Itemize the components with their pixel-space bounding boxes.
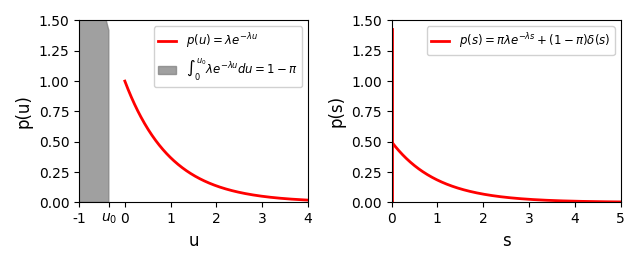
Y-axis label: p(u): p(u) <box>15 95 33 128</box>
Legend: $p(s) = \pi\lambda e^{-\lambda s} + (1 - \pi)\delta(s)$: $p(s) = \pi\lambda e^{-\lambda s} + (1 -… <box>427 26 615 55</box>
X-axis label: s: s <box>502 232 511 250</box>
Y-axis label: p(s): p(s) <box>328 95 346 127</box>
X-axis label: u: u <box>188 232 199 250</box>
Legend: $p(u) = \lambda e^{-\lambda u}$, $\int_0^{u_0} \lambda e^{-\lambda u} du = 1 - \: $p(u) = \lambda e^{-\lambda u}$, $\int_0… <box>154 26 302 87</box>
